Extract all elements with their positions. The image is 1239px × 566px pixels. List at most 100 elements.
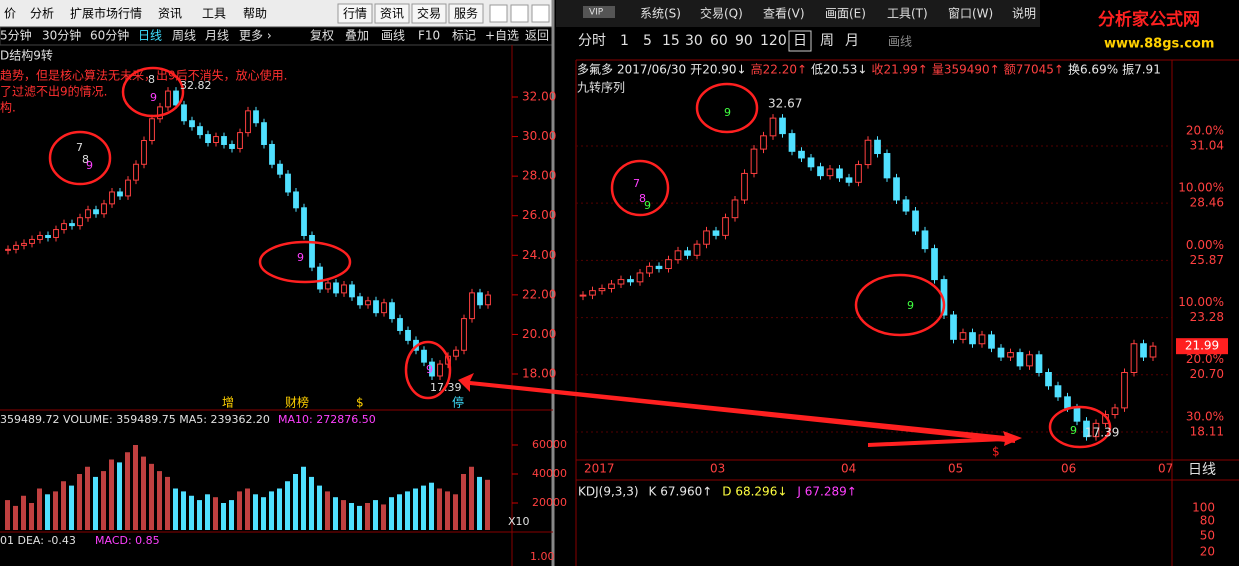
candle <box>1073 407 1081 422</box>
date-label: 07 <box>1158 462 1173 476</box>
period: 更多 › <box>239 29 272 43</box>
button[interactable] <box>411 3 447 24</box>
note: 了过滤不出9的情况. <box>0 84 107 99</box>
candle <box>389 302 395 320</box>
candle <box>722 217 729 236</box>
candle <box>349 284 355 298</box>
candle <box>874 139 881 155</box>
date-label: 06 <box>1061 462 1076 476</box>
volume-bar <box>205 494 210 530</box>
candle <box>213 136 219 144</box>
candle <box>13 244 19 250</box>
candle <box>373 300 379 314</box>
pct-tick-label: 0.00% <box>1186 238 1224 252</box>
candle <box>1016 352 1024 367</box>
candle <box>29 238 35 244</box>
info-item: 收21.99↑ <box>871 63 927 77</box>
price-tick-label: 26.00 <box>522 208 556 222</box>
info-item: 高22.20↑ <box>751 62 807 77</box>
candle <box>1035 354 1043 373</box>
candle <box>101 203 107 215</box>
candle <box>940 279 948 316</box>
highlight-circle <box>404 340 452 400</box>
volume-tick-label: 60000 <box>532 438 567 451</box>
period: 90 <box>735 33 753 49</box>
candle <box>173 90 179 106</box>
volume-bar <box>373 500 378 530</box>
candle <box>53 229 59 238</box>
candle <box>1007 352 1014 358</box>
info-item: 开20.90↓ <box>690 63 746 77</box>
info-item: 2017/06/30 <box>617 63 686 77</box>
candle <box>1054 385 1062 398</box>
volume-bar <box>413 488 418 530</box>
price-tick-label: 25.87 <box>1190 253 1224 267</box>
volume-bar <box>77 474 82 530</box>
volume-bar <box>429 482 434 530</box>
low-marker: 17.39 <box>1085 426 1119 440</box>
candle <box>741 172 748 201</box>
candle <box>229 143 235 149</box>
candle <box>285 173 291 193</box>
volume-bar <box>253 494 258 530</box>
candle <box>453 349 459 357</box>
candle <box>617 279 625 285</box>
candle <box>769 117 777 137</box>
tool: 叠加 <box>345 29 369 43</box>
count-label: 8 <box>639 192 646 205</box>
event-tag: 财榜 <box>285 395 309 410</box>
candle <box>61 223 67 231</box>
candle <box>181 104 187 122</box>
price-tick-label: 28.46 <box>1190 196 1224 210</box>
button-label: 资讯 <box>380 7 404 21</box>
volume-bar <box>189 495 194 530</box>
candle <box>237 132 243 149</box>
volume-bar <box>229 500 234 530</box>
event-tag: $ <box>356 396 364 410</box>
candle <box>969 332 976 345</box>
window-control[interactable] <box>489 4 508 23</box>
button[interactable] <box>374 3 410 24</box>
candle <box>421 349 427 363</box>
count-label: 9 <box>426 363 433 376</box>
arrow <box>868 431 1022 447</box>
candle <box>21 242 27 246</box>
candle <box>798 150 805 159</box>
kdj-tick: 50 <box>1200 529 1215 543</box>
candle <box>437 363 443 377</box>
info-item: 振7.91 <box>1122 63 1161 77</box>
window-control[interactable] <box>531 4 550 23</box>
site-name: 分析家公式网 <box>1098 9 1200 30</box>
tool: 标记 <box>452 29 476 43</box>
candle <box>269 143 275 165</box>
period: 60 <box>710 33 728 49</box>
candle <box>301 207 307 237</box>
button[interactable] <box>448 3 484 24</box>
tool: 复权 <box>310 29 334 43</box>
candle <box>405 329 411 341</box>
period: 30分钟 <box>42 28 81 43</box>
button[interactable] <box>337 3 373 24</box>
volume-bar <box>149 463 154 530</box>
active-period <box>788 30 812 52</box>
kdj-tick: 80 <box>1200 514 1215 528</box>
volume-bar <box>349 503 354 530</box>
event-tag: $ <box>992 445 1000 459</box>
candle <box>921 230 929 250</box>
candle <box>1064 396 1071 409</box>
volume-bar <box>453 494 458 530</box>
volume-bar <box>125 452 130 530</box>
window-control[interactable] <box>510 4 529 23</box>
volume-bar <box>21 495 26 530</box>
volume-bar <box>437 488 442 530</box>
candle <box>959 332 967 340</box>
macd-value: MACD: 0.85 <box>95 534 160 547</box>
volume-bar <box>197 500 202 530</box>
candle <box>309 235 315 268</box>
volume-bar <box>101 471 106 530</box>
info-item: 额77045↑ <box>1004 63 1064 77</box>
indicator-title: D结构9转 <box>0 48 53 63</box>
menu-item: 扩展市场行情 <box>70 6 142 21</box>
candle <box>429 361 435 377</box>
candle <box>608 283 615 289</box>
